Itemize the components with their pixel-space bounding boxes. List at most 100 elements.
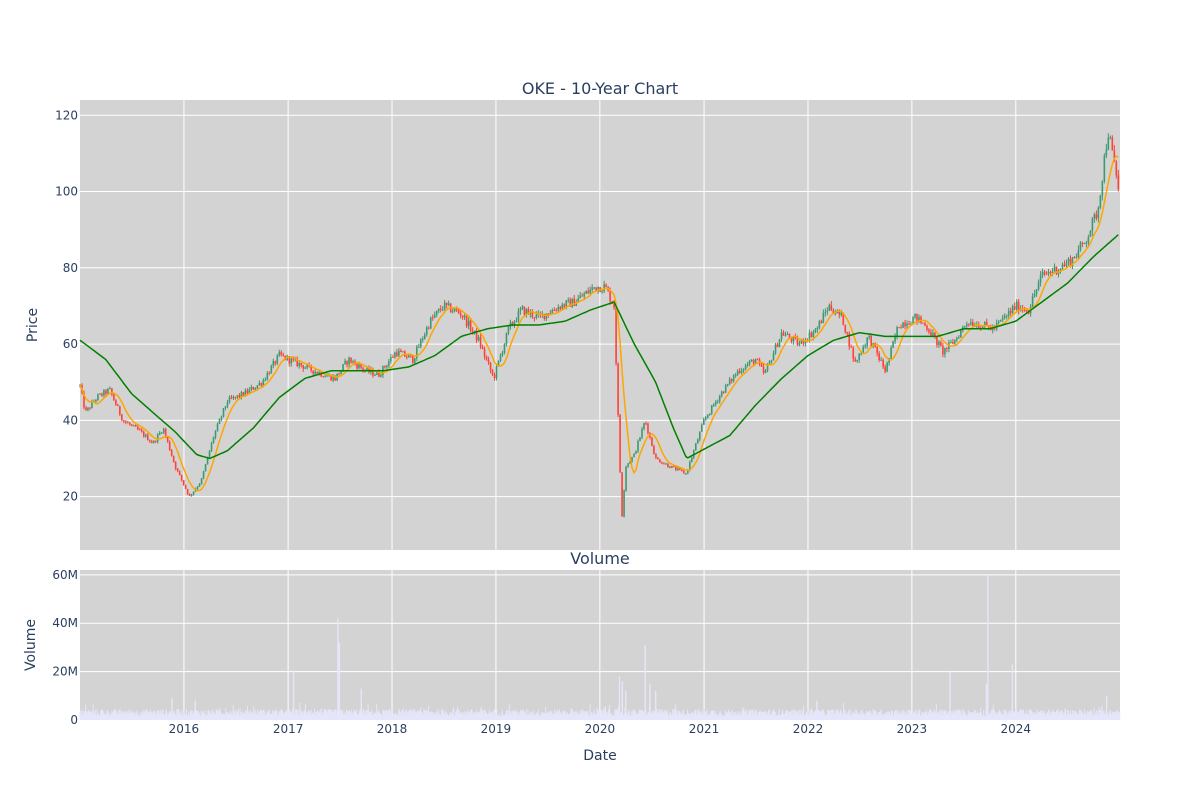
x-tick-label: 2022 [793, 722, 824, 736]
candle-body [1005, 315, 1008, 317]
candle-body [997, 321, 1000, 323]
candle-body [928, 329, 930, 332]
candle-body [744, 365, 747, 370]
candle-body [412, 355, 414, 363]
candle-body [880, 359, 882, 361]
candle-body [858, 353, 861, 360]
candle-body [362, 367, 364, 371]
candle-body [810, 332, 813, 337]
candle-body [848, 333, 851, 347]
candle-body [125, 421, 127, 423]
candle-body [884, 366, 886, 372]
candle-body [425, 327, 428, 335]
candle-body [228, 397, 231, 403]
candle-body [306, 364, 308, 368]
candle-body [826, 310, 829, 312]
candle-body [164, 429, 167, 437]
candle-body [736, 370, 739, 375]
candle-body [133, 425, 135, 427]
candle-body [127, 422, 129, 424]
candle-body [146, 434, 149, 441]
date-axis-title: Date [583, 748, 616, 764]
candle-body [822, 312, 825, 323]
candle-body [310, 365, 312, 371]
candle-body [708, 413, 711, 416]
candle-body [1117, 175, 1120, 189]
candle-body [730, 379, 733, 382]
candle-body [282, 354, 285, 356]
x-tick-label: 2016 [169, 722, 200, 736]
candle-body [1007, 310, 1010, 316]
candle-body [714, 401, 717, 405]
candle-body [780, 332, 783, 340]
candle-body [318, 372, 320, 374]
candle-body [977, 324, 980, 329]
volume-bars [79, 574, 1121, 720]
candle-body [477, 337, 480, 341]
candle-body [637, 440, 639, 452]
candle-body [443, 302, 446, 310]
candle-body [1045, 273, 1048, 275]
candle-body [292, 358, 295, 360]
candle-body [208, 450, 211, 457]
candle-body [170, 450, 173, 456]
candle-body [366, 367, 368, 371]
candle-body [352, 361, 354, 363]
candle-body [966, 323, 968, 327]
candle-body [555, 310, 558, 312]
candle-body [864, 345, 866, 347]
candle-body [296, 358, 299, 366]
candle-body [435, 310, 438, 315]
candle-body [816, 327, 819, 330]
candle-body [577, 298, 580, 302]
candle-body [936, 336, 938, 346]
candle-body [698, 431, 701, 440]
candle-body [471, 330, 474, 332]
candle-body [390, 356, 392, 362]
candle-body [501, 352, 504, 356]
candle-body [156, 434, 159, 442]
candle-body [274, 361, 277, 364]
candle-body [934, 332, 936, 337]
candle-body [344, 360, 346, 365]
candle-body [415, 346, 418, 359]
candle-body [423, 334, 426, 340]
candle-body [204, 464, 207, 472]
candle-body [561, 304, 564, 309]
candle-body [553, 309, 556, 311]
candle-body [591, 287, 593, 290]
candle-body [840, 312, 843, 315]
candle-body [1059, 268, 1062, 271]
candle-body [655, 454, 657, 458]
long-moving-average-line [79, 234, 1119, 460]
candle-body [378, 371, 380, 377]
candle-body [567, 299, 570, 301]
candle-body [1075, 257, 1078, 259]
candle-body [706, 415, 709, 418]
volume-y-tick-label: 0 [70, 713, 78, 727]
candle-body [685, 473, 687, 475]
candle-body [288, 356, 291, 364]
candle-body [972, 322, 974, 327]
candle-body [896, 327, 898, 337]
candle-body [388, 361, 390, 366]
candle-body [85, 407, 87, 411]
candle-body [254, 388, 257, 390]
candle-body [778, 339, 781, 347]
candle-body [1071, 257, 1074, 267]
candle-body [260, 383, 263, 386]
candle-body [669, 466, 671, 468]
candle-body [427, 327, 430, 329]
candle-body [513, 321, 516, 325]
candle-body [109, 388, 111, 390]
candle-body [248, 389, 251, 393]
candle-body [421, 339, 424, 341]
candle-body [268, 372, 271, 374]
candle-body [497, 360, 500, 367]
candle-body [280, 351, 283, 355]
candle-body [1043, 271, 1046, 274]
candle-body [150, 441, 153, 443]
candle-body [788, 333, 791, 338]
candle-body [453, 308, 456, 312]
